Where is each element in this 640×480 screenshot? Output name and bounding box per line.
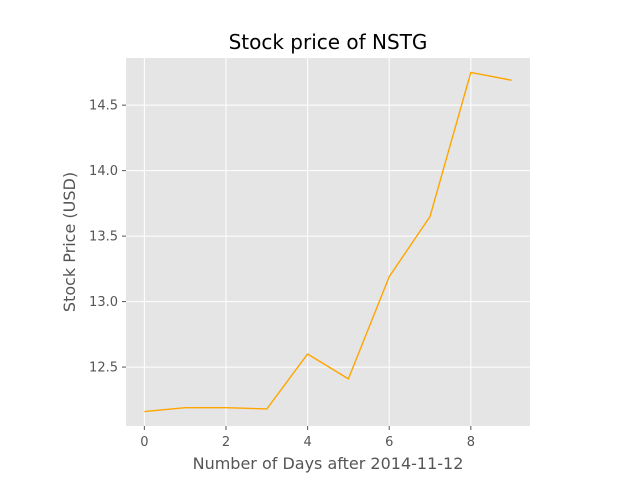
- x-tick-label: 4: [303, 435, 311, 450]
- grid-x: [143, 58, 472, 426]
- y-tick-label: 12.5: [89, 361, 118, 376]
- x-axis-label: Number of Days after 2014-11-12: [193, 454, 464, 473]
- y-tick-label: 14.5: [89, 99, 118, 114]
- x-axis-ticks: 0 2 4 6 8: [140, 426, 475, 450]
- chart-title: Stock price of NSTG: [229, 30, 428, 54]
- x-tick-label: 8: [467, 435, 475, 450]
- x-tick-label: 0: [140, 435, 148, 450]
- y-tick-label: 14.0: [89, 164, 118, 179]
- y-tick-label: 13.5: [89, 230, 118, 245]
- y-tick-label: 13.0: [89, 295, 118, 310]
- y-axis-ticks: 12.5 13.0 13.5 14.0 14.5: [89, 99, 126, 376]
- x-tick-label: 6: [385, 435, 393, 450]
- x-tick-label: 2: [222, 435, 230, 450]
- series-layer: [144, 71, 512, 413]
- plot-background: [126, 58, 530, 426]
- y-axis-label: Stock Price (USD): [60, 172, 79, 312]
- price-series-line: [144, 71, 512, 413]
